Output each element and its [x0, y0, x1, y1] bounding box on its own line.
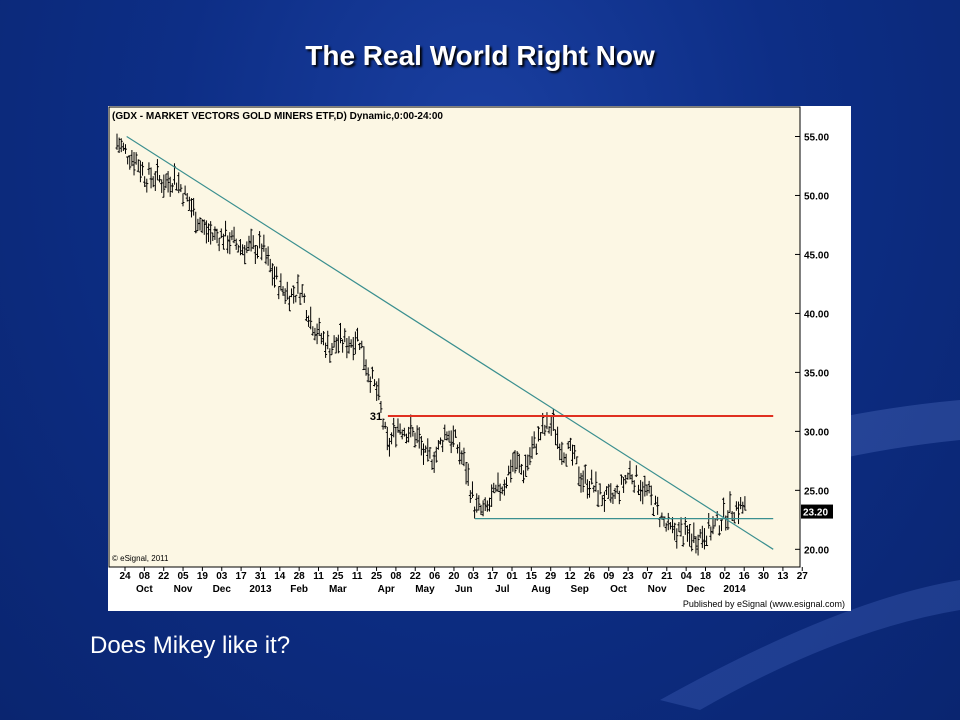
x-day-label: 04	[681, 571, 693, 582]
x-day-label: 08	[390, 571, 402, 582]
x-day-label: 11	[352, 571, 363, 582]
x-day-label: 01	[506, 571, 518, 582]
last-price-label: 23.20	[803, 508, 828, 519]
downtrend-line	[126, 135, 774, 550]
x-month-label: Nov	[648, 584, 667, 595]
x-month-label: Jul	[495, 584, 510, 595]
x-day-label: 03	[216, 571, 228, 582]
x-day-label: 25	[371, 571, 383, 582]
x-day-label: 06	[429, 571, 441, 582]
x-day-label: 14	[274, 571, 286, 582]
annotation-31: 31	[370, 411, 382, 423]
y-axis: 55.00 50.00 45.00 40.00 35.00 30.00 25.00 20.00	[795, 132, 829, 556]
x-day-label: 18	[700, 571, 712, 582]
x-day-label: 25	[332, 571, 344, 582]
x-day-label: 07	[642, 571, 654, 582]
x-month-label: Nov	[174, 584, 193, 595]
chart-panel: (GDX - MARKET VECTORS GOLD MINERS ETF,D)…	[108, 106, 851, 611]
x-day-label: 19	[197, 571, 209, 582]
x-axis: 24 08 22 05 19 03 17 31 14 28 11 25 11 25 08 22 06 20 03 17…	[119, 567, 808, 595]
trend-lines	[126, 135, 774, 550]
x-month-label: Oct	[136, 584, 153, 595]
x-day-label: 22	[158, 571, 170, 582]
x-day-label: 16	[739, 571, 751, 582]
x-day-label: 30	[758, 571, 770, 582]
x-day-label: 12	[564, 571, 576, 582]
x-day-label: 26	[584, 571, 596, 582]
x-month-label: 2014	[723, 584, 746, 595]
y-tick-label: 30.00	[804, 427, 829, 438]
x-day-label: 23	[623, 571, 635, 582]
x-month-label: Oct	[610, 584, 627, 595]
x-day-label: 08	[139, 571, 151, 582]
x-day-label: 09	[603, 571, 615, 582]
x-day-label: 20	[448, 571, 460, 582]
x-month-label: Dec	[687, 584, 706, 595]
x-month-label: Aug	[531, 584, 550, 595]
x-day-label: 17	[487, 571, 499, 582]
chart-copyright: © eSignal, 2011	[112, 554, 169, 563]
chart-publisher: Published by eSignal (www.esignal.com)	[683, 599, 845, 609]
x-month-label: Sep	[571, 584, 589, 595]
x-day-label: 29	[545, 571, 557, 582]
x-day-label: 03	[468, 571, 480, 582]
x-day-label: 31	[255, 571, 267, 582]
y-tick-label: 40.00	[804, 309, 829, 320]
x-day-label: 28	[294, 571, 306, 582]
y-tick-label: 45.00	[804, 250, 829, 261]
price-bars	[115, 133, 747, 556]
x-day-label: 22	[410, 571, 422, 582]
y-tick-label: 55.00	[804, 132, 829, 143]
x-day-label: 02	[719, 571, 731, 582]
slide-caption: Does Mikey like it?	[90, 632, 291, 659]
plot-area	[108, 106, 801, 568]
x-month-label: Jun	[455, 584, 473, 595]
x-day-label: 24	[119, 571, 131, 582]
x-day-label: 15	[526, 571, 538, 582]
x-month-label: Dec	[213, 584, 232, 595]
x-day-label: 27	[797, 571, 809, 582]
x-month-label: May	[415, 584, 435, 595]
last-price-badge: 23.20	[801, 504, 833, 519]
x-month-label: Mar	[329, 584, 347, 595]
x-month-label: Apr	[378, 584, 395, 595]
slide-title: The Real World Right Now	[305, 40, 655, 71]
x-day-label: 05	[177, 571, 189, 582]
x-day-label: 13	[777, 571, 789, 582]
y-tick-label: 35.00	[804, 368, 829, 379]
y-tick-label: 50.00	[804, 191, 829, 202]
y-tick-label: 25.00	[804, 486, 829, 497]
x-day-label: 11	[313, 571, 324, 582]
x-day-label: 21	[661, 571, 673, 582]
y-tick-label: 20.00	[804, 545, 829, 556]
gdx-chart: (GDX - MARKET VECTORS GOLD MINERS ETF,D)…	[108, 106, 845, 609]
chart-title: (GDX - MARKET VECTORS GOLD MINERS ETF,D)…	[112, 111, 443, 122]
x-month-label: Feb	[290, 584, 308, 595]
x-month-label: 2013	[249, 584, 272, 595]
x-day-label: 17	[236, 571, 248, 582]
